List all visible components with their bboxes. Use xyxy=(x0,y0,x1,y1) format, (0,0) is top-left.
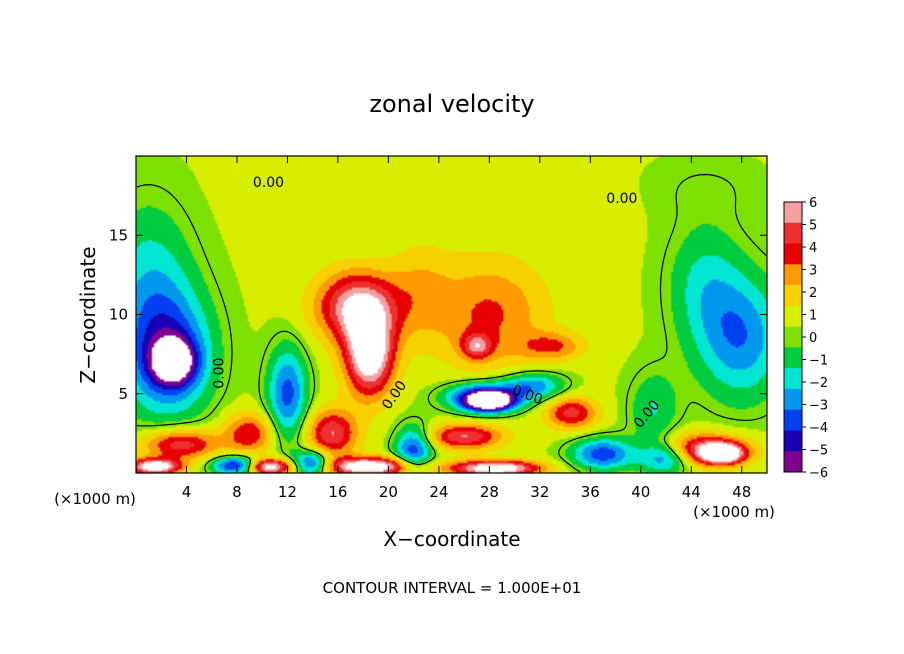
colorbar-swatch xyxy=(784,222,802,245)
colorbar-tick-label: 0 xyxy=(809,331,817,346)
x-tick-label: 32 xyxy=(530,483,549,501)
colorbar-swatch xyxy=(784,388,802,411)
colorbar-tick-label: 5 xyxy=(809,219,817,234)
colorbar-swatch xyxy=(784,368,802,390)
colorbar-swatch xyxy=(784,326,802,348)
colorbar-swatch xyxy=(784,305,802,328)
colorbar: 6 5 4 3 2 1 0 −1 −2 −3 −4 −5 −6 xyxy=(783,196,828,481)
colorbar-swatch xyxy=(784,202,802,224)
y-axis-label: Z−coordinate xyxy=(76,246,100,383)
contour-label: 0.00 xyxy=(211,358,227,389)
x-tick-label: 48 xyxy=(732,483,751,501)
y-tick-label: 10 xyxy=(109,306,128,324)
colorbar-swatch xyxy=(784,409,802,431)
y-tick-label: 15 xyxy=(109,226,128,244)
contour-label: 0.00 xyxy=(253,175,284,191)
x-tick-label: 4 xyxy=(182,483,192,501)
colorbar-tick-label: 1 xyxy=(809,309,817,324)
velocity-field xyxy=(136,156,767,473)
contour-label: 0.00 xyxy=(606,191,637,207)
colorbar-swatch xyxy=(784,347,802,369)
y-tick-label: 5 xyxy=(118,385,128,403)
colorbar-swatch xyxy=(784,430,802,452)
colorbar-swatch xyxy=(784,451,802,473)
colorbar-swatch xyxy=(784,243,802,265)
x-tick-label: 40 xyxy=(631,483,650,501)
x-unit-right: (×1000 m) xyxy=(693,503,775,521)
zero-contours xyxy=(136,174,767,473)
colorbar-swatch xyxy=(784,264,802,286)
colorbar-tick-label: 4 xyxy=(809,241,817,256)
x-axis-label: X−coordinate xyxy=(383,527,520,551)
x-tick-label: 8 xyxy=(232,483,242,501)
y-axis-ticks: 5 10 15 xyxy=(109,226,767,403)
colorbar-tick-label: −1 xyxy=(809,354,828,369)
x-tick-label: 44 xyxy=(682,483,701,501)
x-axis-ticks: 4 8 12 16 20 24 28 32 36 40 44 48 xyxy=(182,156,751,501)
plot-area: 0.000.000.000.00 0.000.00 4 8 12 16 20 24 28 32 3… xyxy=(109,155,768,501)
colorbar-tick-label: −5 xyxy=(809,444,828,459)
contour-interval-footer: CONTOUR INTERVAL = 1.000E+01 xyxy=(323,579,582,597)
x-tick-label: 36 xyxy=(581,483,600,501)
colorbar-tick-label: 2 xyxy=(809,286,817,301)
colorbar-tick-label: 6 xyxy=(809,196,817,211)
x-unit-left: (×1000 m) xyxy=(54,490,136,508)
x-tick-label: 12 xyxy=(278,483,297,501)
colorbar-tick-label: −6 xyxy=(809,466,828,481)
chart-title: zonal velocity xyxy=(369,90,534,118)
zero-contour-line xyxy=(136,174,767,473)
colorbar-tick-label: −2 xyxy=(809,376,828,391)
colorbar-tick-label: −4 xyxy=(809,421,828,436)
x-tick-label: 20 xyxy=(379,483,398,501)
colorbar-swatch xyxy=(784,285,802,307)
colorbar-tick-label: −3 xyxy=(809,399,828,414)
x-tick-label: 28 xyxy=(480,483,499,501)
x-tick-label: 24 xyxy=(429,483,448,501)
colorbar-tick-label: 3 xyxy=(809,264,817,279)
x-tick-label: 16 xyxy=(328,483,347,501)
